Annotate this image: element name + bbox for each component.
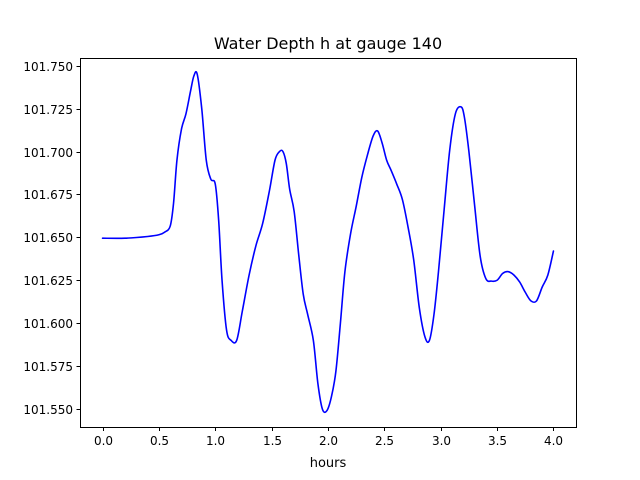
x-axis: 0.0 0.5 1.0 1.5 2.0 2.5 3.0 3.5 4.0 bbox=[94, 427, 563, 448]
y-tick-label: 101.625 bbox=[23, 274, 73, 288]
x-tick-label: 3.0 bbox=[432, 434, 451, 448]
y-tick-label: 101.700 bbox=[23, 146, 73, 160]
y-tick-label: 101.725 bbox=[23, 103, 73, 117]
x-tick-label: 0.5 bbox=[150, 434, 169, 448]
series-line bbox=[101, 70, 555, 414]
y-tick-label: 101.750 bbox=[23, 60, 73, 74]
x-tick-label: 0.0 bbox=[94, 434, 113, 448]
y-axis: 101.550 101.575 101.600 101.625 101.650 101.6… bbox=[23, 60, 81, 417]
chart-title: Water Depth h at gauge 140 bbox=[214, 34, 442, 53]
y-tick-label: 101.550 bbox=[23, 403, 73, 417]
x-tick-label: 1.5 bbox=[263, 434, 282, 448]
x-tick-label: 2.5 bbox=[375, 434, 394, 448]
y-tick-label: 101.600 bbox=[23, 317, 73, 331]
y-tick-label: 101.575 bbox=[23, 360, 73, 374]
x-axis-label: hours bbox=[310, 456, 347, 471]
plot-area-frame bbox=[80, 58, 577, 428]
x-tick-label: 2.0 bbox=[319, 434, 338, 448]
y-tick-label: 101.675 bbox=[23, 188, 73, 202]
x-tick-label: 1.0 bbox=[206, 434, 225, 448]
y-tick-label: 101.650 bbox=[23, 231, 73, 245]
x-tick-label: 3.5 bbox=[488, 434, 507, 448]
x-tick-label: 4.0 bbox=[544, 434, 563, 448]
